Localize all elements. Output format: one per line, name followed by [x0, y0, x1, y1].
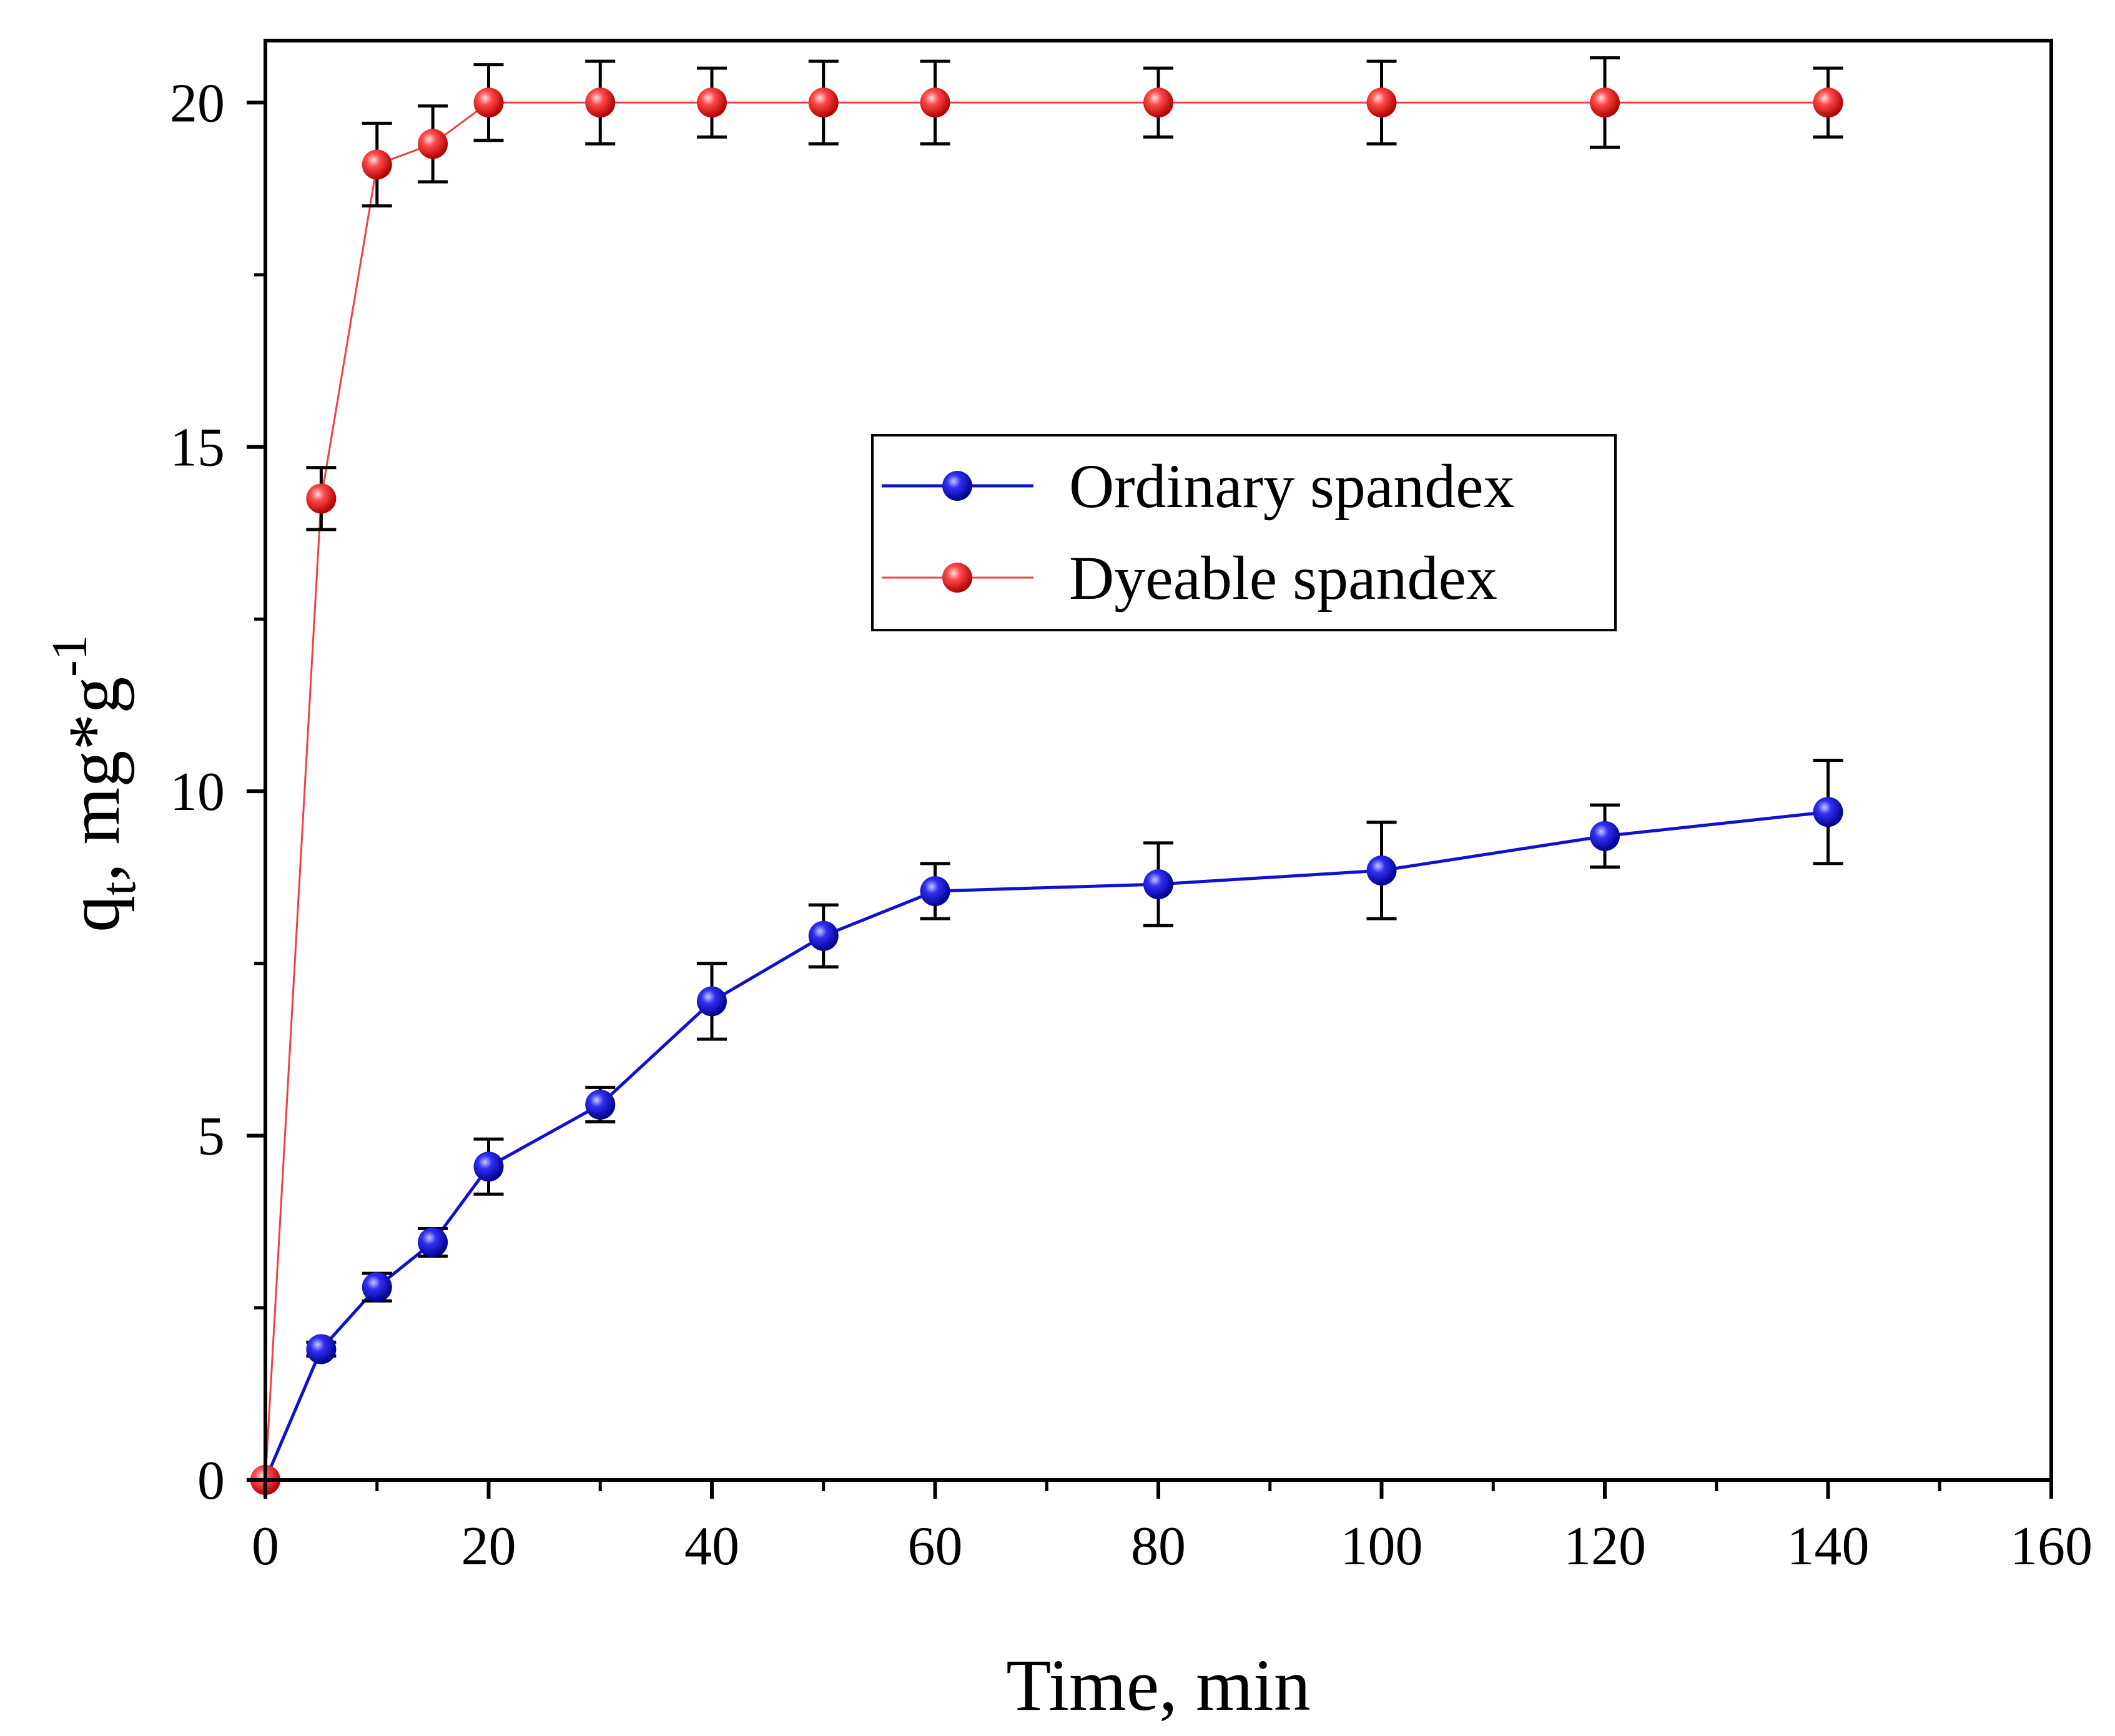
data-point-dyeable [418, 129, 448, 159]
series-line-ordinary [264, 810, 1828, 1481]
y-axis-title-rest: , mg*g [53, 677, 135, 882]
y-axis-title-superscript: -1 [42, 635, 97, 677]
y-tick-label: 5 [197, 1107, 225, 1167]
y-tick-label: 10 [170, 762, 225, 822]
data-point-dyeable [920, 87, 950, 118]
data-point-dyeable [1143, 87, 1173, 118]
data-point-dyeable [697, 87, 727, 118]
data-point-dyeable [473, 87, 504, 118]
series-line-dyeable [264, 101, 1828, 1481]
series-dyeable [250, 56, 1843, 1495]
x-tick-label: 120 [1564, 1516, 1646, 1577]
data-point-ordinary [1813, 797, 1843, 827]
data-point-dyeable [362, 149, 392, 180]
data-point-dyeable [1590, 87, 1620, 118]
series-ordinary [250, 759, 1843, 1495]
x-tick-label: 100 [1341, 1516, 1423, 1577]
data-point-dyeable [585, 87, 616, 118]
y-tick-label: 15 [170, 418, 225, 478]
data-point-ordinary [418, 1227, 448, 1258]
x-tick-label: 140 [1787, 1516, 1870, 1577]
data-point-dyeable [306, 483, 337, 514]
x-tick-label: 20 [461, 1516, 516, 1577]
data-point-ordinary [1590, 821, 1620, 851]
x-tick-label: 60 [908, 1516, 963, 1577]
x-tick-label: 80 [1131, 1516, 1186, 1577]
svg-text:qt, mg*g-1: qt, mg*g-1 [42, 635, 146, 932]
data-point-ordinary [306, 1334, 337, 1364]
data-point-dyeable [1366, 87, 1397, 118]
y-tick-label: 20 [170, 73, 225, 134]
x-axis-title: Time, min [1006, 1644, 1310, 1726]
y-tick-label: 0 [197, 1451, 225, 1511]
data-point-ordinary [473, 1152, 504, 1182]
y-axis-title-base: q [53, 895, 135, 932]
legend: Ordinary spandex Dyeable spandex [871, 434, 1617, 631]
data-point-ordinary [585, 1089, 616, 1120]
data-point-ordinary [697, 986, 727, 1017]
data-point-ordinary [1366, 855, 1397, 885]
data-point-dyeable [808, 87, 839, 118]
y-axis-title-subscript: t [91, 882, 146, 895]
legend-box [871, 434, 1617, 631]
legend-label-ordinary: Ordinary spandex [1069, 451, 1515, 521]
plot-frame [264, 39, 2053, 1482]
y-axis-title: qt, mg*g-1 [42, 635, 146, 932]
data-point-ordinary [920, 876, 950, 907]
x-tick-label: 160 [2010, 1516, 2093, 1577]
legend-marker-dyeable [942, 563, 972, 593]
data-point-ordinary [362, 1272, 392, 1303]
x-tick-label: 0 [252, 1516, 279, 1577]
data-point-dyeable [1813, 87, 1843, 118]
data-point-ordinary [1143, 869, 1173, 900]
x-tick-label: 40 [684, 1516, 739, 1577]
legend-label-dyeable: Dyeable spandex [1069, 543, 1497, 613]
legend-marker-ordinary [942, 471, 972, 501]
data-point-ordinary [808, 920, 839, 951]
